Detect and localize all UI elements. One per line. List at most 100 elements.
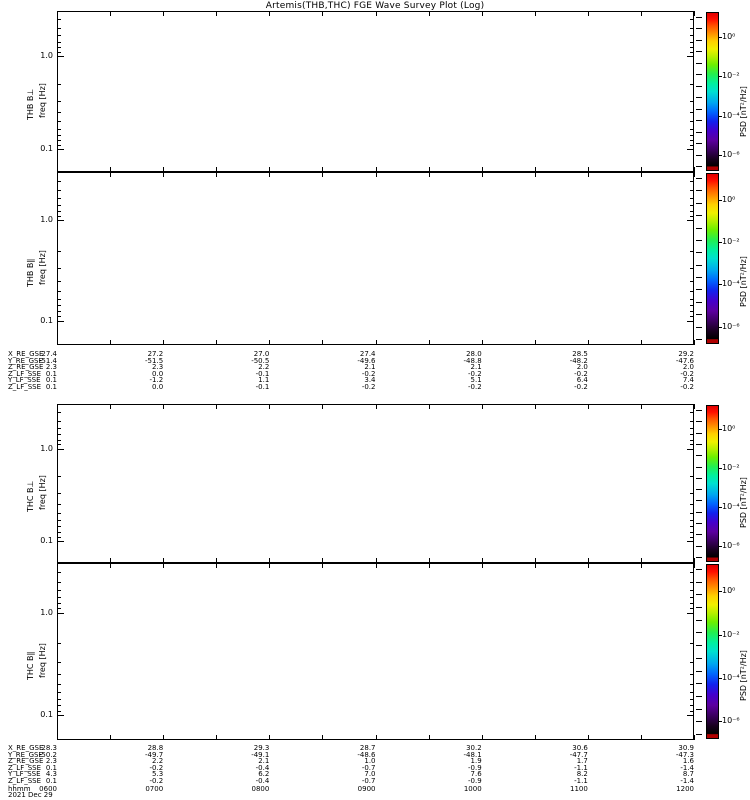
xtick-thb-bperp [57,11,58,16]
ytick-minor-thc-bpara [57,699,61,701]
xtick-b-thb-bperp [216,167,218,172]
axis-value-lower-3-3: -0.7 [361,763,376,772]
ytick-minor-r-thc-bpara [690,596,694,598]
xtick-b-thc-bperp [587,558,589,563]
xtick-b-thc-bpara [587,735,589,740]
axis-value-upper-3-1: -49.6 [357,356,376,365]
colorbar-frame-tick-1 [696,227,702,229]
axis-time-lower-4: 1000 [463,784,482,793]
colorbar-label-3-0: 10⁰ [722,586,736,596]
ytick-minor-thb-bperp [57,18,61,20]
colorbar-frame-tick-3 [696,657,702,659]
xtick-thc-bpara [57,563,58,568]
axis-value-upper-0-2: 2.3 [45,363,57,372]
axis-value-upper-6-1: -47.6 [675,356,694,365]
colorbar-frame-tick-1 [696,277,702,279]
xtick-b-thb-bperp [428,167,430,172]
colorbar-1 [706,173,719,344]
ytick-minor-thb-bperp [57,140,61,142]
colorbar-tick-1-1 [719,242,722,244]
colorbar-frame-tick-2 [696,477,702,479]
colorbar-frame-tick-2 [696,534,702,536]
xtick-thc-bpara [110,563,112,568]
colorbar-label-2-2: 10⁻⁴ [722,502,740,512]
axis-row-name-time-lower: hhmm [8,784,31,793]
axis-value-upper-3-2: 2.1 [364,363,376,372]
ytick-minor-r-thb-bperp [690,84,694,86]
colorbar-frame-tick-3 [696,581,702,583]
ytick-minor-thc-bpara [57,692,61,694]
colorbar-label-0-1: 10⁻² [722,71,740,81]
axis-row-name-lower-2: Z_RE_GSE [8,757,44,766]
xtick-thc-bpara [269,563,271,568]
axis-value-upper-1-1: -51.5 [145,356,164,365]
xtick-thc-bperp [216,404,218,409]
ytick-minor-thb-bpara [57,316,61,318]
xtick-thb-bperp [322,11,324,16]
axis-value-upper-5-3: -0.2 [574,369,588,378]
axis-value-upper-1-3: 0.0 [152,369,164,378]
ytick-minor-thb-bperp [57,27,61,29]
axis-value-upper-3-0: 27.4 [359,350,376,358]
ytick-major-thb-bperp-1 [57,149,64,151]
axis-value-lower-6-2: 1.6 [682,757,694,766]
ytick-minor-thc-bpara [57,684,61,686]
ytick-minor-r-thb-bpara [690,316,694,318]
ytick-minor-r-thb-bperp [690,47,694,49]
axis-value-upper-1-4: -1.2 [149,376,164,385]
ytick-minor-thb-bperp [57,47,61,49]
ytick-minor-thb-bpara [57,311,61,313]
xtick-thb-bperp [375,11,377,16]
ytick-minor-r-thc-bpara [690,571,694,573]
ytick-minor-thc-bpara [57,705,61,707]
colorbar-title-3: PSD [nT²/Hz] [739,650,748,702]
xtick-b-thc-bperp [428,558,430,563]
xtick-thc-bpara [216,563,218,568]
colorbar-frame-tick-0 [696,131,702,133]
ytick-minor-r-thb-bpara [690,215,694,217]
xtick-b-thb-bpara [640,340,642,345]
colorbar-label-1-1: 10⁻² [722,237,740,247]
colorbar-frame-tick-0 [696,17,702,18]
panel-freq-label-thb-bperp: freq [Hz] [38,82,47,118]
axis-value-upper-3-5: -0.2 [361,383,376,391]
ytick-minor-r-thb-bperp [690,140,694,142]
xtick-b-thc-bperp [534,558,536,563]
xtick-b-thb-bpara [322,340,324,345]
axis-value-lower-2-0: 29.3 [253,744,270,752]
ytick-minor-thc-bperp [57,428,61,430]
panel-thc-bperp [57,404,694,563]
ytick-minor-r-thc-bperp [690,476,694,478]
ytick-minor-r-thc-bperp [690,531,694,533]
ytick-minor-thc-bpara [57,710,61,712]
xtick-b-thc-bperp [216,558,218,563]
ytick-minor-r-thc-bpara [690,643,694,645]
colorbar-label-2-0: 10⁰ [722,424,736,434]
colorbar-frame-tick-3 [696,721,702,723]
axis-row-name-lower-3: Z_LF_SSE [8,763,42,772]
colorbar-frame-tick-1 [696,202,702,204]
xtick-thb-bpara [587,172,589,177]
xtick-b-thc-bpara [375,735,377,740]
xtick-thb-bperp [428,11,430,16]
ytick-minor-r-thc-bperp [690,512,694,514]
colorbar-label-0-0: 10⁰ [722,31,736,41]
colorbar-frame-tick-1 [696,215,702,217]
axis-value-lower-4-1: -48.1 [463,750,482,759]
axis-value-upper-3-3: -0.2 [361,369,376,378]
colorbar-frame-tick-2 [696,421,702,423]
colorbar-frame-tick-1 [696,239,702,241]
xtick-thc-bperp [269,404,271,409]
ytick-minor-r-thc-bpara [690,684,694,686]
axis-value-upper-2-4: 1.1 [258,376,270,385]
axis-value-upper-0-0: 27.4 [41,350,57,358]
xtick-b-thc-bpara [322,735,324,740]
ytick-minor-r-thc-bpara [690,589,694,591]
colorbar-frame-tick-3 [696,670,702,672]
ytick-minor-thc-bpara [57,589,61,591]
ytick-minor-r-thc-bperp [690,434,694,436]
ytick-minor-r-thb-bperp [690,51,694,53]
colorbar-label-3-3: 10⁻⁶ [722,716,740,726]
axis-value-upper-2-3: -0.1 [255,369,270,378]
ytick-minor-r-thb-bpara [690,290,694,292]
